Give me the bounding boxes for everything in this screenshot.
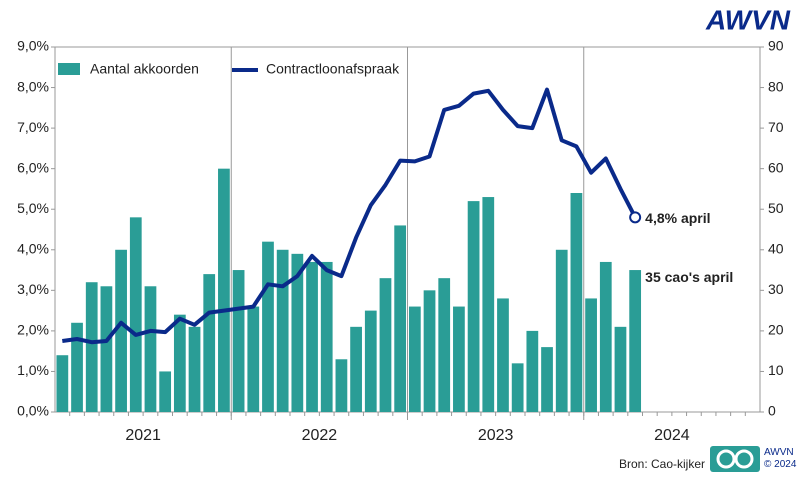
legend-swatch [58, 63, 80, 75]
bar [555, 249, 568, 412]
bar [276, 249, 289, 412]
bar [306, 261, 318, 412]
copyright: AWVN © 2024 [764, 447, 797, 470]
bar [408, 306, 421, 412]
bar [585, 298, 597, 412]
bar [599, 261, 612, 412]
bar [144, 286, 157, 412]
bar [320, 261, 333, 412]
bar [482, 197, 495, 412]
bar [497, 298, 509, 412]
y-tick-label: 2,0% [17, 322, 49, 338]
bar [188, 326, 201, 412]
legend-label: Aantal akkoorden [90, 61, 199, 77]
bar [218, 168, 230, 412]
y-tick-label: 6,0% [17, 159, 49, 175]
bar [453, 306, 465, 412]
bar [541, 347, 553, 412]
bar [394, 225, 407, 412]
y2-tick-label: 60 [768, 159, 784, 175]
bar [232, 270, 245, 412]
y-tick-label: 7,0% [17, 119, 49, 135]
bar [247, 306, 260, 412]
y-tick-label: 1,0% [17, 362, 49, 378]
y2-tick-label: 50 [768, 200, 784, 216]
y-tick-label: 0,0% [17, 403, 49, 419]
y-tick-label: 3,0% [17, 281, 49, 297]
bar [71, 322, 83, 412]
end-marker [629, 211, 642, 224]
bar [438, 278, 451, 412]
bar [291, 253, 304, 412]
bar [364, 310, 377, 412]
y2-tick-label: 0 [768, 403, 776, 419]
y-tick-label: 4,0% [17, 240, 49, 256]
logo-icon [734, 449, 754, 469]
bar [467, 201, 480, 412]
x-group-label: 2024 [654, 427, 690, 444]
annotation: 35 cao's april [645, 269, 733, 285]
y-tick-label: 9,0% [17, 38, 49, 54]
bar [614, 326, 627, 412]
y2-tick-label: 20 [768, 322, 784, 338]
y2-tick-label: 90 [768, 38, 784, 54]
bar [129, 217, 142, 412]
logo-icon [716, 449, 736, 469]
bar [115, 249, 127, 412]
logo: AWVN [705, 4, 791, 35]
bar [379, 278, 392, 412]
bar [100, 286, 113, 412]
line [62, 87, 637, 345]
legend-label: Contractloonafspraak [266, 61, 400, 77]
bar [173, 314, 186, 412]
bar [56, 355, 69, 412]
x-group-label: 2023 [478, 427, 514, 444]
y2-tick-label: 80 [768, 78, 784, 94]
bar [335, 359, 348, 412]
annotation: 4,8% april [645, 210, 710, 226]
bar [629, 270, 642, 412]
bar [85, 282, 98, 412]
bar [350, 326, 362, 412]
bar [423, 290, 436, 412]
y2-tick-label: 10 [768, 362, 784, 378]
y-tick-label: 5,0% [17, 200, 49, 216]
bar [203, 274, 216, 412]
bar [570, 193, 583, 412]
bar [526, 330, 539, 412]
y-tick-label: 8,0% [17, 78, 49, 94]
source: Bron: Cao-kijker [619, 457, 705, 471]
x-group-label: 2022 [302, 427, 338, 444]
y2-tick-label: 70 [768, 119, 784, 135]
y2-tick-label: 40 [768, 240, 784, 256]
bar [159, 371, 172, 412]
y2-tick-label: 30 [768, 281, 784, 297]
bar [262, 241, 274, 412]
bar [511, 363, 524, 412]
x-group-label: 2021 [125, 427, 161, 444]
